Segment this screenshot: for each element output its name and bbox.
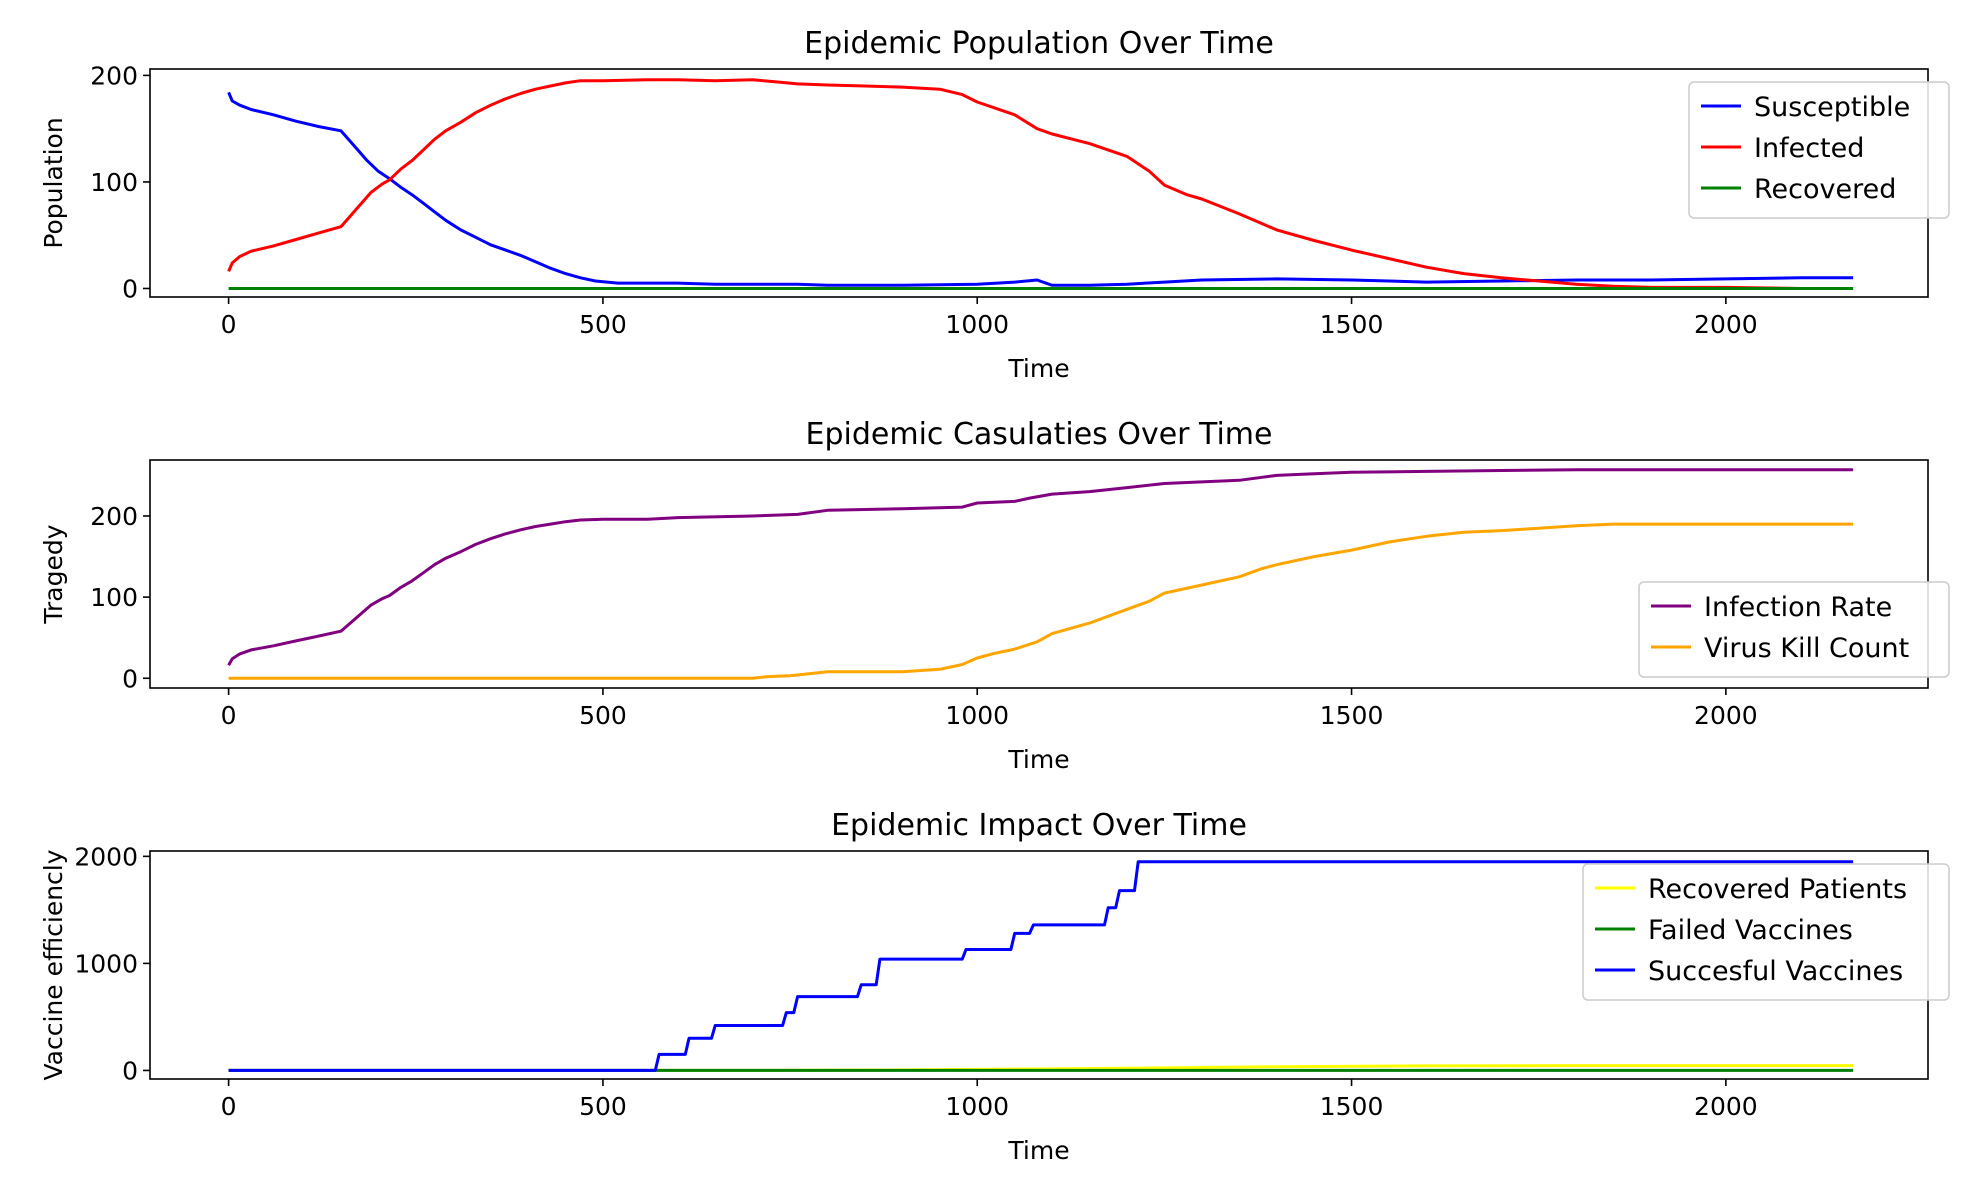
x-axis-label: Time (1007, 745, 1069, 774)
x-tick-label: 1500 (1320, 701, 1384, 730)
series-line-susceptible (227, 91, 1854, 287)
y-tick-label: 100 (90, 583, 138, 612)
plot-area (227, 78, 1854, 290)
legend-box (1688, 81, 1950, 219)
x-tick-label: 500 (579, 701, 627, 730)
legend-label-failed-vaccines: Failed Vaccines (1648, 915, 1853, 946)
series-line-succesful-vaccines (228, 860, 1854, 1072)
legend-box (1638, 581, 1950, 678)
x-tick-label: 1500 (1320, 1092, 1384, 1121)
x-tick-label: 0 (221, 701, 237, 730)
y-tick-label: 200 (90, 502, 138, 531)
series-line-virus-kill-count (228, 522, 1854, 680)
x-tick-label: 1000 (945, 1092, 1009, 1121)
legend-label-infection-rate: Infection Rate (1704, 592, 1892, 623)
x-tick-label: 2000 (1694, 701, 1758, 730)
legend-label-recovered: Recovered (1754, 174, 1896, 205)
y-tick-label: 0 (122, 274, 138, 303)
chart-title: Epidemic Casulaties Over Time (806, 417, 1273, 452)
legend: Susceptible Infected Recovered (1688, 81, 1950, 219)
x-tick-label: 1500 (1320, 310, 1384, 339)
x-tick-label: 2000 (1694, 310, 1758, 339)
x-tick-label: 0 (221, 310, 237, 339)
y-axis-label: Population (39, 117, 68, 248)
x-tick-label: 1000 (945, 701, 1009, 730)
y-tick-label: 200 (90, 61, 138, 90)
x-tick-label: 2000 (1694, 1092, 1758, 1121)
y-tick-label: 2000 (74, 842, 138, 871)
x-axis-label: Time (1007, 1136, 1069, 1165)
legend-label-recovered-patients: Recovered Patients (1648, 874, 1907, 905)
axes-frame (149, 459, 1929, 689)
plot-area (227, 468, 1854, 680)
plot-area (228, 860, 1854, 1072)
y-tick-label: 0 (122, 1056, 138, 1085)
x-tick-label: 500 (579, 1092, 627, 1121)
x-tick-label: 500 (579, 310, 627, 339)
y-axis-label: Vaccine efficiencly (39, 849, 68, 1080)
y-tick-label: 100 (90, 168, 138, 197)
legend-label-susceptible: Susceptible (1754, 92, 1910, 123)
chart-3: Epidemic Impact Over Time 0 500 1000 1500 200… (39, 808, 1950, 1165)
legend-label-infected: Infected (1754, 133, 1864, 164)
y-tick-label: 0 (122, 664, 138, 693)
y-tick-label: 1000 (74, 949, 138, 978)
x-tick-label: 1000 (945, 310, 1009, 339)
axes-frame (149, 68, 1929, 298)
legend: Recovered Patients Failed Vaccines Succesf… (1582, 863, 1950, 1001)
chart-title: Epidemic Population Over Time (804, 26, 1274, 61)
series-line-infection-rate (227, 468, 1854, 667)
x-tick-label: 0 (221, 1092, 237, 1121)
legend: Infection Rate Virus Kill Count (1638, 581, 1950, 678)
y-axis-label: Tragedy (39, 524, 68, 624)
series-line-infected (227, 78, 1854, 290)
legend-label-virus-kill-count: Virus Kill Count (1704, 633, 1909, 664)
x-axis-label: Time (1007, 354, 1069, 383)
chart-title: Epidemic Impact Over Time (831, 808, 1247, 843)
legend-box (1582, 863, 1950, 1001)
legend-label-succesful-vaccines: Succesful Vaccines (1648, 956, 1903, 987)
